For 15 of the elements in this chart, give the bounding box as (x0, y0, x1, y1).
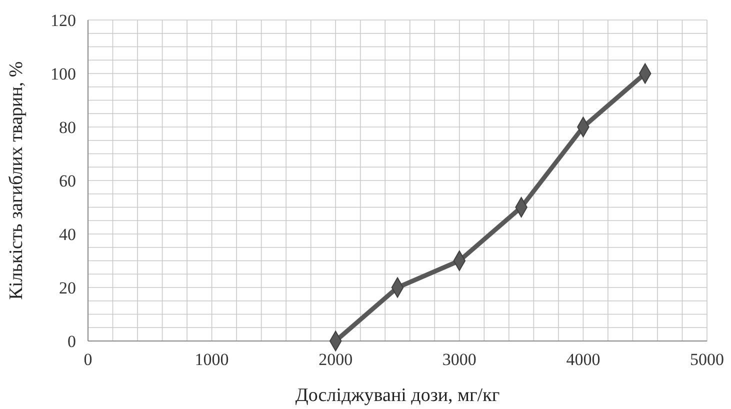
x-tick-label: 0 (84, 350, 92, 369)
x-tick-label: 2000 (318, 350, 353, 369)
x-tick-label: 1000 (194, 350, 229, 369)
x-axis-title: Досліджувані дози, мг/кг (295, 385, 500, 406)
y-tick-label: 100 (50, 64, 76, 84)
y-tick-label: 0 (68, 332, 76, 351)
x-tick-label: 4000 (566, 350, 600, 369)
y-axis-title: Кількість загиблих тварин, % (6, 61, 27, 300)
x-tick-label: 5000 (690, 350, 724, 369)
x-tick-label: 3000 (442, 350, 476, 369)
y-tick-label: 40 (59, 224, 76, 244)
y-tick-label: 80 (59, 118, 76, 137)
y-tick-label: 20 (59, 278, 76, 298)
y-tick-label: 120 (50, 10, 76, 30)
y-tick-label: 60 (59, 171, 76, 190)
